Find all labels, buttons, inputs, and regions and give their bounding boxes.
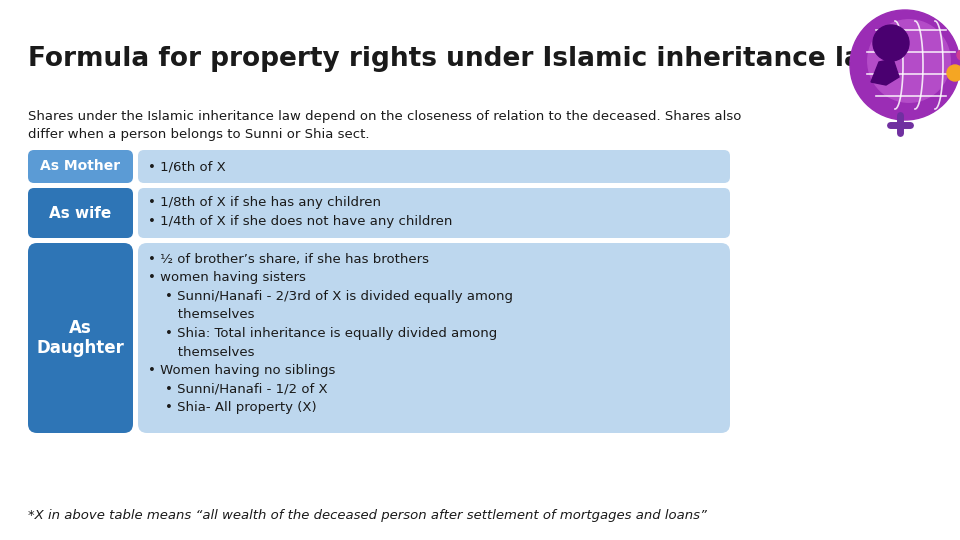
FancyBboxPatch shape (138, 150, 730, 183)
Text: Formula for property rights under Islamic inheritance laws:: Formula for property rights under Islami… (28, 46, 913, 72)
Polygon shape (871, 59, 899, 85)
Text: • ½ of brother’s share, if she has brothers
• women having sisters
    • Sunni/H: • ½ of brother’s share, if she has broth… (148, 253, 513, 414)
Circle shape (868, 20, 950, 102)
FancyBboxPatch shape (138, 243, 730, 433)
Text: Shares under the Islamic inheritance law depend on the closeness of relation to : Shares under the Islamic inheritance law… (28, 110, 741, 141)
FancyBboxPatch shape (28, 150, 133, 183)
Text: • 1/8th of X if she has any children
• 1/4th of X if she does not have any child: • 1/8th of X if she has any children • 1… (148, 196, 452, 228)
Text: As Mother: As Mother (40, 159, 121, 173)
Circle shape (947, 65, 960, 81)
Circle shape (957, 50, 960, 60)
Text: As wife: As wife (49, 206, 111, 220)
FancyBboxPatch shape (28, 243, 133, 433)
Text: As
Daughter: As Daughter (36, 319, 125, 357)
Circle shape (873, 25, 909, 61)
Text: • 1/6th of X: • 1/6th of X (148, 160, 226, 173)
FancyBboxPatch shape (28, 188, 133, 238)
Circle shape (850, 10, 960, 120)
FancyBboxPatch shape (138, 188, 730, 238)
Text: *X in above table means “all wealth of the deceased person after settlement of m: *X in above table means “all wealth of t… (28, 509, 707, 522)
